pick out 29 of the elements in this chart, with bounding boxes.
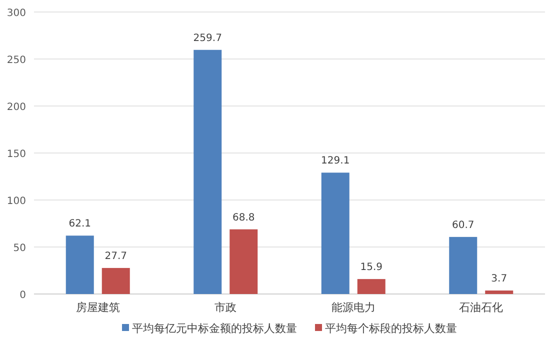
bar	[321, 172, 350, 294]
data-label: 62.1	[68, 218, 92, 230]
legend-label: 平均每个标段的投标人数量	[325, 322, 457, 335]
bar	[230, 229, 258, 294]
x-tick-label: 市政	[214, 301, 237, 314]
bar	[66, 236, 94, 294]
y-tick-label: 150	[6, 149, 26, 160]
x-tick-label: 能源电力	[331, 301, 376, 314]
y-tick-label: 0	[20, 290, 26, 301]
y-tick-label: 50	[13, 243, 26, 254]
bar	[485, 290, 514, 294]
data-label: 60.7	[452, 220, 474, 231]
bar	[357, 279, 386, 294]
bar	[449, 236, 478, 294]
x-tick-label: 房屋建筑	[76, 301, 120, 314]
x-tick-label: 石油石化	[459, 301, 504, 314]
data-label: 129.1	[321, 156, 350, 167]
bar	[102, 268, 130, 294]
bar	[194, 50, 222, 294]
y-tick-label: 300	[6, 8, 26, 19]
data-label: 15.9	[360, 262, 383, 274]
data-label: 259.7	[193, 32, 222, 44]
y-tick-label: 100	[6, 196, 26, 207]
data-label: 27.7	[104, 250, 128, 262]
y-tick-label: 250	[6, 55, 26, 66]
legend-label: 平均每亿元中标金额的投标人数量	[132, 322, 297, 335]
data-label: 68.8	[232, 212, 255, 224]
y-tick-label: 200	[6, 102, 26, 113]
data-label: 3.7	[491, 274, 508, 285]
